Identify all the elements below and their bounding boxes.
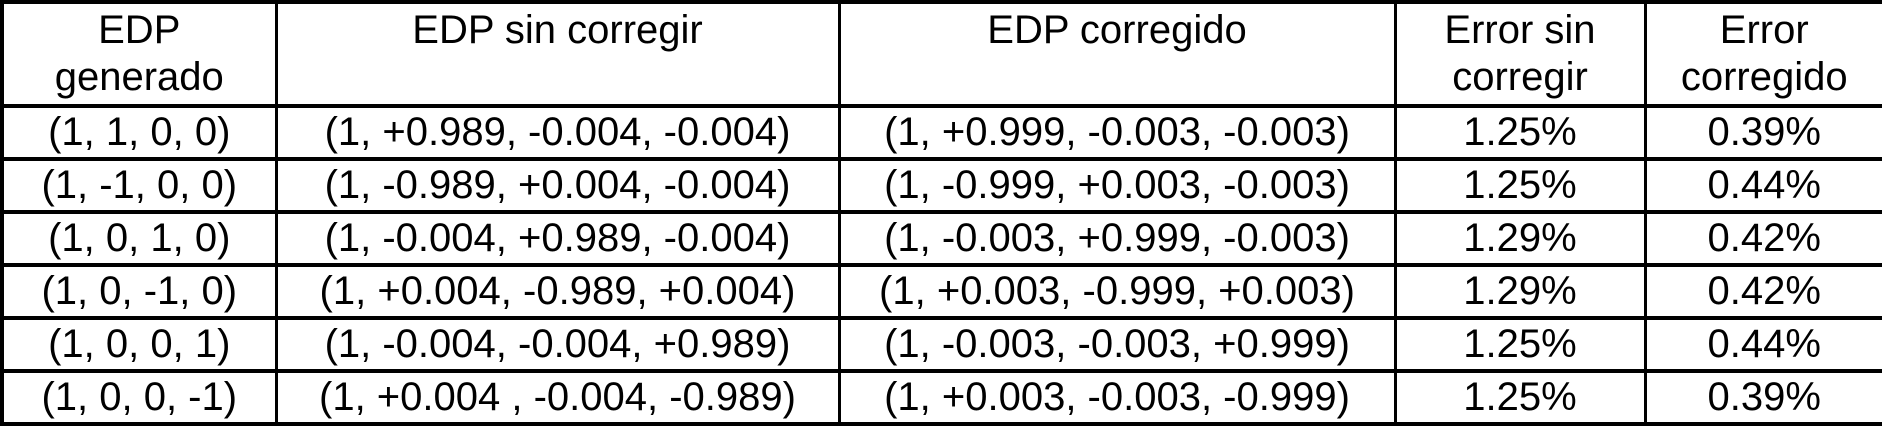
column-header-error-corregido: Error corregido	[1643, 0, 1882, 108]
table-cell-edp-corregido: (1, -0.003, +0.999, -0.003)	[837, 210, 1397, 267]
header-row: EDP generado EDP sin corregir EDP correg…	[0, 0, 1882, 108]
table-row: (1, -1, 0, 0) (1, -0.989, +0.004, -0.004…	[0, 157, 1882, 214]
table-cell-edp-generado: (1, 1, 0, 0)	[0, 104, 278, 161]
column-header-edp-sin-corregir: EDP sin corregir	[274, 0, 841, 108]
table-cell-edp-corregido: (1, -0.003, -0.003, +0.999)	[837, 316, 1397, 373]
table-cell-error-sin-corregir: 1.25%	[1393, 104, 1647, 161]
table-row: (1, 0, 1, 0) (1, -0.004, +0.989, -0.004)…	[0, 210, 1882, 267]
table-cell-edp-sin-corregir: (1, +0.004, -0.989, +0.004)	[274, 263, 841, 320]
table-cell-error-sin-corregir: 1.25%	[1393, 369, 1647, 426]
table-cell-edp-generado: (1, 0, 0, 1)	[0, 316, 278, 373]
table-cell-edp-corregido: (1, +0.003, -0.999, +0.003)	[837, 263, 1397, 320]
table-row: (1, 1, 0, 0) (1, +0.989, -0.004, -0.004)…	[0, 104, 1882, 161]
table-cell-error-corregido: 0.39%	[1643, 104, 1882, 161]
table-cell-edp-sin-corregir: (1, -0.004, +0.989, -0.004)	[274, 210, 841, 267]
table-cell-error-sin-corregir: 1.25%	[1393, 157, 1647, 214]
column-header-error-sin-corregir: Error sin corregir	[1393, 0, 1647, 108]
column-header-edp-generado: EDP generado	[0, 0, 278, 108]
table-cell-edp-sin-corregir: (1, -0.004, -0.004, +0.989)	[274, 316, 841, 373]
column-header-edp-corregido: EDP corregido	[837, 0, 1397, 108]
table-cell-error-corregido: 0.39%	[1643, 369, 1882, 426]
table-row: (1, 0, 0, -1) (1, +0.004 , -0.004, -0.98…	[0, 369, 1882, 426]
table-cell-edp-corregido: (1, +0.003, -0.003, -0.999)	[837, 369, 1397, 426]
table-cell-edp-sin-corregir: (1, +0.004 , -0.004, -0.989)	[274, 369, 841, 426]
table-cell-error-corregido: 0.42%	[1643, 263, 1882, 320]
table-cell-error-corregido: 0.44%	[1643, 316, 1882, 373]
table-row: (1, 0, -1, 0) (1, +0.004, -0.989, +0.004…	[0, 263, 1882, 320]
table-cell-edp-generado: (1, 0, -1, 0)	[0, 263, 278, 320]
table-cell-error-sin-corregir: 1.29%	[1393, 263, 1647, 320]
table-cell-edp-sin-corregir: (1, +0.989, -0.004, -0.004)	[274, 104, 841, 161]
table-row: (1, 0, 0, 1) (1, -0.004, -0.004, +0.989)…	[0, 316, 1882, 373]
table-cell-edp-corregido: (1, +0.999, -0.003, -0.003)	[837, 104, 1397, 161]
table-cell-error-sin-corregir: 1.25%	[1393, 316, 1647, 373]
table-cell-error-sin-corregir: 1.29%	[1393, 210, 1647, 267]
table-cell-error-corregido: 0.42%	[1643, 210, 1882, 267]
table-cell-edp-sin-corregir: (1, -0.989, +0.004, -0.004)	[274, 157, 841, 214]
table-cell-error-corregido: 0.44%	[1643, 157, 1882, 214]
table-cell-edp-generado: (1, 0, 0, -1)	[0, 369, 278, 426]
table-cell-edp-generado: (1, 0, 1, 0)	[0, 210, 278, 267]
table-cell-edp-corregido: (1, -0.999, +0.003, -0.003)	[837, 157, 1397, 214]
table-cell-edp-generado: (1, -1, 0, 0)	[0, 157, 278, 214]
